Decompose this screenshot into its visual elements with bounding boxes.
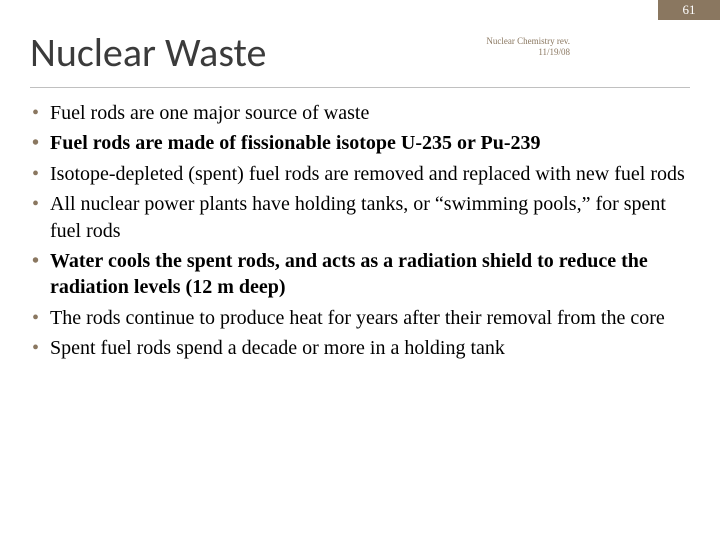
- list-item: Spent fuel rods spend a decade or more i…: [30, 335, 700, 361]
- subtitle-line2: 11/19/08: [450, 47, 570, 58]
- bullet-list: Fuel rods are one major source of waste …: [30, 100, 700, 362]
- subtitle-block: Nuclear Chemistry rev. 11/19/08: [450, 36, 570, 58]
- list-item: Fuel rods are made of fissionable isotop…: [30, 130, 700, 156]
- subtitle-line1: Nuclear Chemistry rev.: [450, 36, 570, 47]
- content-area: Fuel rods are one major source of waste …: [30, 100, 700, 366]
- slide-title: Nuclear Waste: [30, 28, 690, 77]
- page-number: 61: [658, 0, 720, 20]
- list-item: The rods continue to produce heat for ye…: [30, 305, 700, 331]
- list-item: Isotope-depleted (spent) fuel rods are r…: [30, 161, 700, 187]
- list-item: Fuel rods are one major source of waste: [30, 100, 700, 126]
- title-area: Nuclear Waste Nuclear Chemistry rev. 11/…: [30, 28, 690, 88]
- list-item: All nuclear power plants have holding ta…: [30, 191, 700, 244]
- list-item: Water cools the spent rods, and acts as …: [30, 248, 700, 301]
